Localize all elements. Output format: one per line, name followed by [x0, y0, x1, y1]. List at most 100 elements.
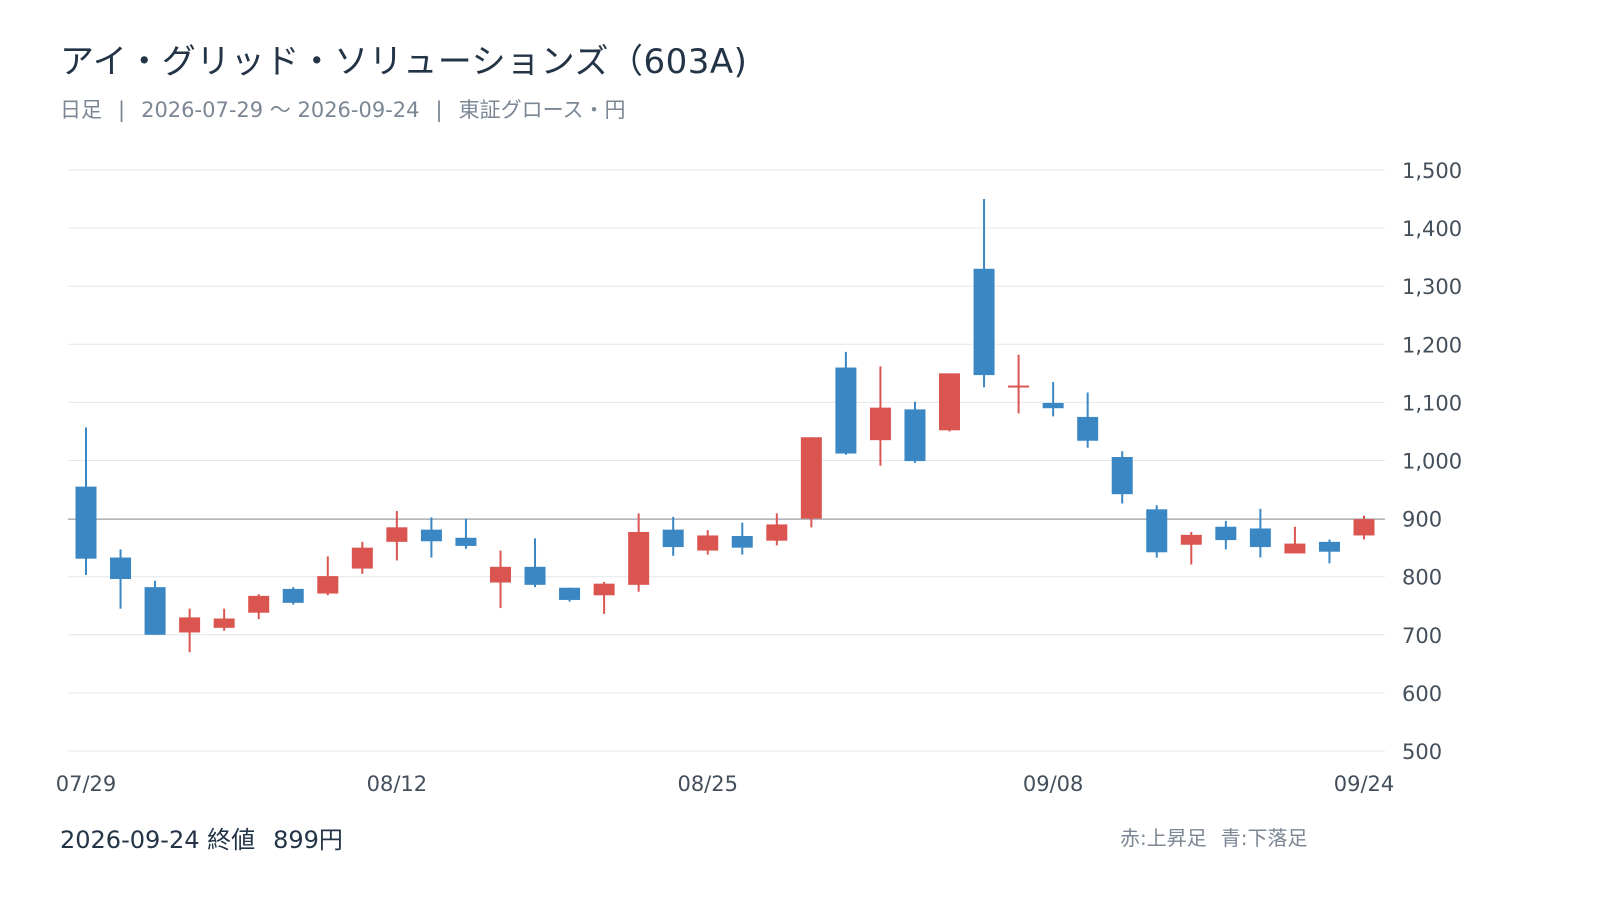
candle-body: [835, 367, 857, 454]
candle-down: [144, 580, 166, 635]
candle-down: [1111, 451, 1133, 504]
candle-body: [420, 529, 442, 542]
candle-body: [662, 529, 684, 548]
candle-body: [628, 531, 650, 585]
candle-body: [282, 588, 304, 603]
candle-up: [1353, 515, 1375, 540]
candle-up: [1284, 526, 1306, 554]
candle-up: [628, 513, 650, 592]
candle-body: [731, 536, 753, 548]
candle-down: [973, 199, 995, 388]
candle-body: [317, 576, 339, 594]
x-tick-label: 09/08: [1023, 772, 1084, 796]
candle-body: [1180, 534, 1202, 545]
candle-up: [248, 594, 270, 620]
y-tick-label: 1,000: [1402, 450, 1462, 474]
candle-up: [317, 556, 339, 596]
candle-down: [1249, 508, 1271, 558]
legend-up: 赤:上昇足: [1120, 826, 1207, 850]
x-axis-ticks: 07/29 08/12 08/25 09/08 09/24: [56, 772, 1395, 796]
candle-body: [1008, 385, 1030, 388]
y-tick-label: 1,500: [1402, 159, 1462, 183]
candle-down: [662, 516, 684, 556]
candle-down: [282, 587, 304, 605]
candle-up: [213, 608, 235, 631]
candle-body: [593, 583, 615, 596]
candle-up: [697, 530, 719, 555]
candle-down: [524, 538, 546, 588]
legend-down: 青:下落足: [1220, 826, 1308, 850]
candle-body: [213, 618, 235, 628]
market-currency-label: 東証グロース・円: [458, 98, 626, 122]
candle-body: [904, 409, 926, 462]
y-tick-label: 1,400: [1402, 217, 1462, 241]
candle-down: [1042, 382, 1064, 417]
close-value: 899円: [273, 826, 343, 854]
candle-down: [1077, 392, 1099, 448]
candle-body: [1146, 509, 1168, 553]
candle-body: [75, 486, 97, 559]
y-tick-label: 500: [1402, 740, 1442, 764]
close-label: 終値: [207, 826, 256, 854]
candle-up: [489, 550, 511, 609]
candle-body: [559, 587, 581, 600]
x-tick-label: 08/25: [677, 772, 738, 796]
candle-up: [351, 541, 373, 574]
candle-body: [697, 535, 719, 551]
candle-color-legend: 赤:上昇足 青:下落足: [1120, 822, 1308, 851]
y-tick-label: 1,200: [1402, 333, 1462, 357]
candle-body: [1077, 416, 1099, 441]
grid-lines: [68, 169, 1385, 752]
y-tick-label: 1,100: [1402, 391, 1462, 415]
candle-down: [1215, 520, 1237, 550]
subtitle-separator: |: [435, 98, 443, 122]
candle-down: [1146, 505, 1168, 558]
y-tick-label: 700: [1402, 624, 1442, 648]
candle-body: [1284, 543, 1306, 554]
candle-body: [1353, 519, 1375, 536]
candle-down: [559, 587, 581, 602]
candle-body: [766, 524, 788, 541]
candle-body: [144, 587, 166, 635]
candle-body: [869, 407, 891, 441]
candle-up: [939, 373, 961, 432]
candle-body: [800, 437, 822, 519]
candle-down: [904, 401, 926, 463]
candle-body: [1249, 528, 1271, 548]
candles: [75, 199, 1375, 653]
close-date: 2026-09-24: [60, 826, 200, 854]
candle-down: [110, 549, 132, 609]
candle-down: [835, 351, 857, 455]
candle-down: [1318, 539, 1340, 564]
y-axis-ticks: 500 600 700 800 900 1,000 1,100 1,200 1,300 1,400…: [1402, 159, 1462, 764]
candle-body: [179, 617, 201, 633]
candle-up: [869, 366, 891, 466]
candle-body: [489, 566, 511, 583]
x-tick-label: 07/29: [56, 772, 117, 796]
candle-down: [455, 518, 477, 549]
x-tick-label: 09/24: [1334, 772, 1395, 796]
y-tick-label: 800: [1402, 566, 1442, 590]
y-tick-label: 900: [1402, 508, 1442, 532]
candle-body: [973, 268, 995, 376]
chart-title: アイ・グリッド・ソリューションズ（603A): [60, 42, 748, 82]
y-tick-label: 600: [1402, 682, 1442, 706]
candle-up: [1180, 531, 1202, 565]
candle-up: [386, 511, 408, 561]
closing-price-summary: 2026-09-24 終値 899円: [60, 820, 343, 855]
subtitle-separator: |: [118, 98, 126, 122]
candle-body: [939, 373, 961, 431]
candle-up: [766, 513, 788, 546]
candle-up: [1008, 354, 1030, 414]
candle-body: [110, 557, 132, 580]
candle-body: [248, 595, 270, 613]
candle-down: [731, 522, 753, 555]
candle-body: [455, 537, 477, 546]
period-type-label: 日足: [60, 98, 102, 122]
x-tick-label: 08/12: [367, 772, 428, 796]
candle-body: [1318, 541, 1340, 552]
candle-body: [1215, 526, 1237, 541]
candle-up: [179, 608, 201, 653]
y-tick-label: 1,300: [1402, 275, 1462, 299]
